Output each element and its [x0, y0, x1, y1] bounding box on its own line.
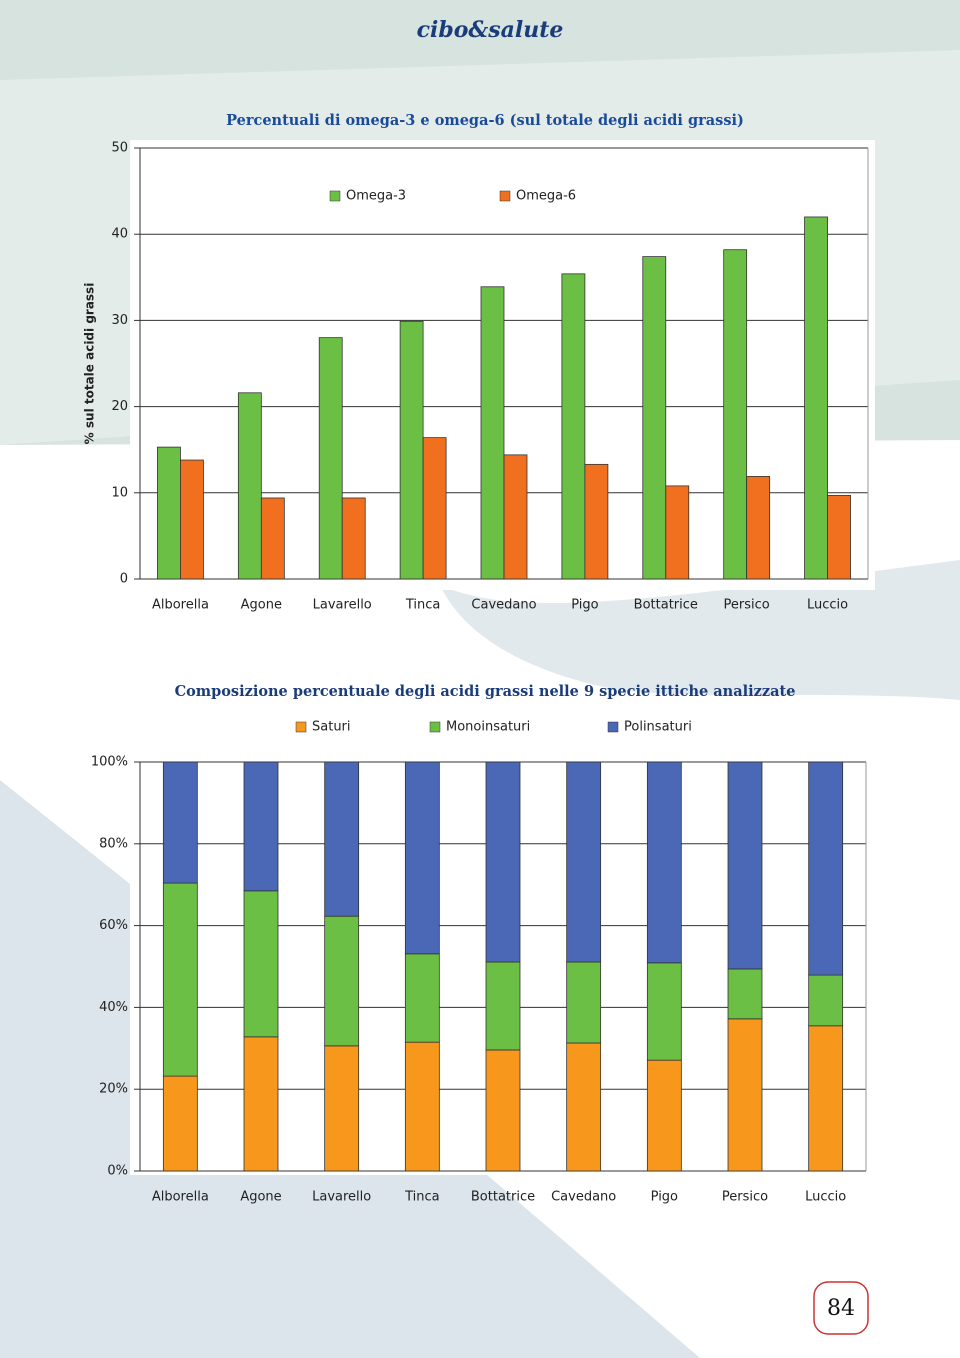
stack-segment	[808, 761, 844, 976]
bar	[341, 497, 366, 580]
x-tick-label: Luccio	[805, 1190, 846, 1205]
stack-segment	[485, 761, 521, 963]
x-tick-label: Lavarello	[312, 1190, 371, 1205]
legend-label: Polinsaturi	[624, 720, 692, 735]
bar	[260, 497, 285, 580]
y-tick-label: 40%	[99, 1000, 128, 1015]
legend-swatch	[499, 190, 511, 202]
y-tick-label: 0	[120, 572, 128, 587]
legend-label: Omega-3	[346, 189, 406, 204]
x-tick-label: Cavedano	[471, 598, 536, 613]
legend-label: Omega-6	[516, 189, 576, 204]
x-tick-label: Alborella	[152, 598, 209, 613]
bar	[804, 216, 828, 580]
page-number-box	[813, 1281, 869, 1335]
stack-segment	[808, 1025, 844, 1172]
bar	[180, 459, 204, 580]
x-tick-label: Tinca	[405, 598, 441, 613]
bar	[237, 392, 262, 580]
stack-segment	[485, 1049, 521, 1172]
stack-segment	[404, 761, 440, 955]
stack-segment	[566, 1042, 602, 1172]
x-tick-label: Cavedano	[551, 1190, 616, 1205]
legend-swatch	[329, 190, 341, 202]
x-tick-label: Agone	[241, 598, 282, 613]
stack-segment	[646, 1059, 682, 1172]
legend-swatch	[295, 721, 307, 733]
bar	[399, 320, 424, 580]
bar	[746, 476, 771, 580]
legend-swatch	[607, 721, 619, 733]
y-tick-label: 0%	[107, 1164, 128, 1179]
y-tick-label: 20	[111, 399, 128, 414]
x-tick-label: Bottatrice	[471, 1190, 535, 1205]
bg-fish	[440, 560, 960, 700]
bar	[318, 337, 343, 580]
stack-segment	[243, 1036, 279, 1172]
stack-segment	[162, 882, 198, 1077]
x-tick-label: Tinca	[404, 1190, 440, 1205]
bar	[723, 249, 748, 580]
y-tick-label: 80%	[99, 836, 128, 851]
x-tick-label: Agone	[240, 1190, 281, 1205]
x-tick-label: Persico	[724, 598, 770, 613]
x-tick-label: Pigo	[651, 1190, 678, 1205]
x-tick-label: Pigo	[571, 598, 598, 613]
stack-segment	[485, 961, 521, 1051]
x-tick-label: Lavarello	[313, 598, 372, 613]
bar	[422, 437, 447, 580]
stack-segment	[566, 961, 602, 1044]
chart-title: Composizione percentuale degli acidi gra…	[175, 683, 796, 700]
bar	[642, 256, 667, 580]
stack-segment	[162, 761, 198, 884]
x-tick-label: Alborella	[152, 1190, 209, 1205]
bar	[503, 454, 528, 580]
y-axis-label: % sul totale acidi grassi	[83, 283, 97, 445]
bar	[584, 463, 609, 580]
x-tick-label: Bottatrice	[634, 598, 698, 613]
bar	[827, 494, 851, 580]
y-tick-label: 100%	[91, 755, 128, 770]
stack-segment	[243, 761, 279, 892]
legend-swatch	[429, 721, 441, 733]
stack-segment	[324, 761, 360, 917]
stack-segment	[404, 1041, 440, 1172]
stack-segment	[404, 953, 440, 1043]
y-tick-label: 40	[111, 227, 128, 242]
bar	[561, 273, 586, 580]
y-tick-label: 60%	[99, 918, 128, 933]
stack-segment	[646, 962, 682, 1061]
bar	[665, 485, 690, 580]
bar	[480, 286, 505, 580]
stack-segment	[324, 1045, 360, 1172]
stack-segment	[727, 968, 763, 1020]
stack-segment	[727, 761, 763, 970]
stack-segment	[646, 761, 682, 964]
y-tick-label: 50	[111, 141, 128, 156]
stack-segment	[566, 761, 602, 963]
y-tick-label: 10	[111, 485, 128, 500]
stack-segment	[243, 890, 279, 1038]
stack-segment	[727, 1018, 763, 1172]
page-number: 84	[827, 1296, 855, 1321]
legend-label: Monoinsaturi	[446, 720, 530, 735]
x-tick-label: Luccio	[807, 598, 848, 613]
stack-segment	[808, 974, 844, 1027]
y-tick-label: 30	[111, 313, 128, 328]
x-tick-label: Persico	[722, 1190, 768, 1205]
chart-title: Percentuali di omega-3 e omega-6 (sul to…	[226, 112, 744, 129]
stack-segment	[162, 1075, 198, 1172]
legend-label: Saturi	[312, 720, 351, 735]
y-tick-label: 20%	[99, 1082, 128, 1097]
bar	[157, 446, 181, 580]
stack-segment	[324, 915, 360, 1047]
header-logo: cibo&salute	[417, 17, 564, 43]
